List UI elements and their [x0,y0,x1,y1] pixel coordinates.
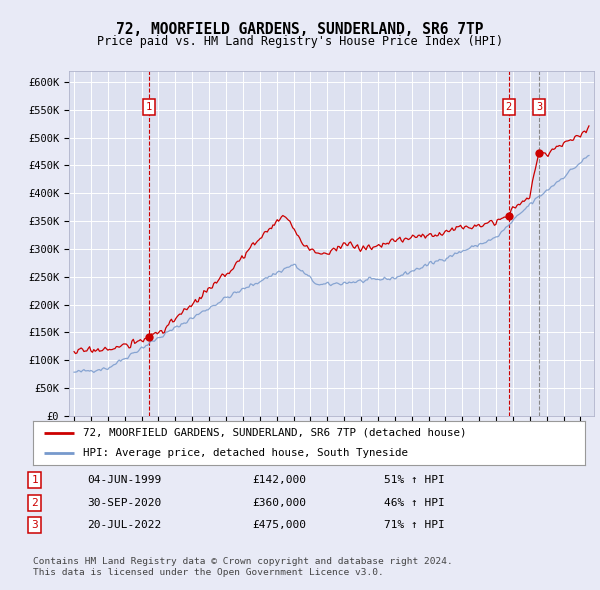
Text: This data is licensed under the Open Government Licence v3.0.: This data is licensed under the Open Gov… [33,568,384,577]
Text: 3: 3 [31,520,38,530]
Text: 1: 1 [146,102,152,112]
Text: Price paid vs. HM Land Registry's House Price Index (HPI): Price paid vs. HM Land Registry's House … [97,35,503,48]
Text: 1: 1 [31,476,38,485]
Text: HPI: Average price, detached house, South Tyneside: HPI: Average price, detached house, Sout… [83,448,407,458]
Text: 46% ↑ HPI: 46% ↑ HPI [384,498,445,507]
Text: 51% ↑ HPI: 51% ↑ HPI [384,476,445,485]
Text: 04-JUN-1999: 04-JUN-1999 [87,476,161,485]
Text: Contains HM Land Registry data © Crown copyright and database right 2024.: Contains HM Land Registry data © Crown c… [33,558,453,566]
Text: 72, MOORFIELD GARDENS, SUNDERLAND, SR6 7TP: 72, MOORFIELD GARDENS, SUNDERLAND, SR6 7… [116,22,484,37]
Text: £142,000: £142,000 [252,476,306,485]
Text: 2: 2 [506,102,512,112]
Text: £360,000: £360,000 [252,498,306,507]
Text: 3: 3 [536,102,542,112]
Text: 2: 2 [31,498,38,507]
Text: 20-JUL-2022: 20-JUL-2022 [87,520,161,530]
Text: 72, MOORFIELD GARDENS, SUNDERLAND, SR6 7TP (detached house): 72, MOORFIELD GARDENS, SUNDERLAND, SR6 7… [83,428,466,438]
Text: 71% ↑ HPI: 71% ↑ HPI [384,520,445,530]
Text: £475,000: £475,000 [252,520,306,530]
Text: 30-SEP-2020: 30-SEP-2020 [87,498,161,507]
